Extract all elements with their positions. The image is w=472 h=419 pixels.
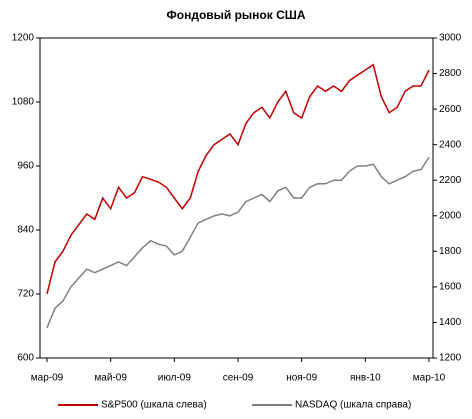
y-tick-label: 1200: [12, 33, 35, 44]
y2-tick-label: 1400: [439, 317, 462, 328]
plot-frame: [39, 37, 434, 359]
y-tick-label: 960: [17, 161, 34, 172]
y2-tick-label: 1200: [439, 353, 462, 364]
legend-label: NASDAQ (шкала справа): [295, 400, 411, 411]
y-tick-label: 840: [17, 225, 34, 236]
y-tick-label: 1080: [12, 97, 35, 108]
y2-tick-label: 1800: [439, 246, 462, 257]
legend-label: S&P500 (шкала слева): [101, 400, 207, 411]
y2-tick-label: 2200: [439, 175, 462, 186]
x-tick-label: мар-09: [31, 373, 64, 384]
y2-tick-label: 1600: [439, 282, 462, 293]
y2-tick-label: 3000: [439, 33, 462, 44]
y-tick-label: 720: [17, 289, 34, 300]
x-tick-label: май-09: [94, 373, 127, 384]
series-line: [46, 156, 430, 329]
x-tick-label: июл-09: [158, 373, 192, 384]
x-tick-label: мар-10: [413, 373, 446, 384]
chart-title: Фондовый рынок США: [167, 8, 306, 22]
series-line: [46, 63, 430, 295]
x-tick-label: сен-09: [223, 373, 254, 384]
x-tick-label: ноя-09: [286, 373, 317, 384]
y2-tick-label: 2000: [439, 210, 462, 221]
y-tick-label: 600: [17, 353, 34, 364]
y2-tick-label: 2800: [439, 68, 462, 79]
y2-tick-label: 2600: [439, 104, 462, 115]
x-tick-label: янв-10: [350, 373, 381, 384]
y2-tick-label: 2400: [439, 139, 462, 150]
